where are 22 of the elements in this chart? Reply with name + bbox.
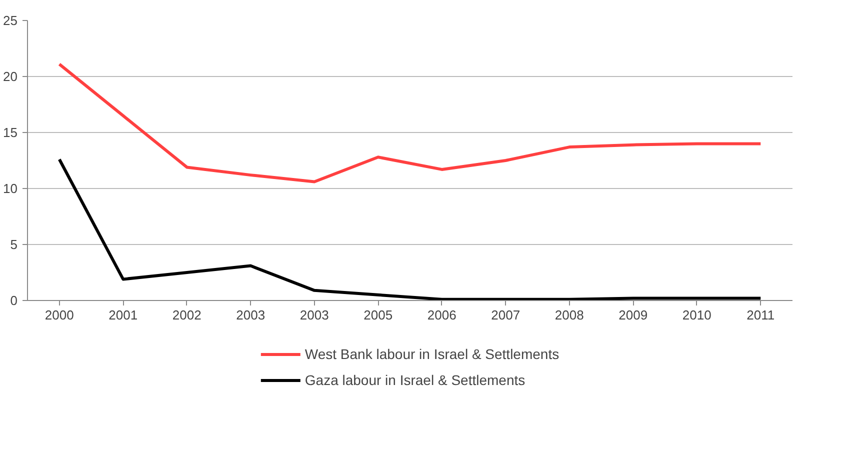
y-tick-label: 20 [3,69,18,84]
x-tick-label: 2007 [491,308,520,322]
line-series [58,158,762,300]
x-tick-label: 2011 [746,308,775,322]
y-tick-label: 15 [3,125,18,140]
y-tick-label: 0 [10,293,18,308]
x-tick-label: 2008 [554,308,584,322]
x-tick-label: 2010 [682,308,712,322]
x-tick-label: 2006 [427,308,456,322]
x-tick-label: 2003 [300,308,329,322]
y-tick-label: 10 [3,181,18,196]
line-series [58,62,762,184]
x-tick-label: 2003 [236,308,266,322]
y-tick-label: 25 [3,13,18,28]
y-tick-label: 5 [10,237,18,252]
x-tick-label: 2002 [172,308,202,322]
x-tick-label: 2001 [108,308,138,322]
legend-label: Gaza labour in Israel & Settlements [304,372,526,388]
legend-label: West Bank labour in Israel & Settlements [304,346,560,362]
x-tick-label: 2000 [44,308,74,322]
x-tick-label: 2009 [618,308,648,322]
x-tick-label: 2005 [364,308,393,322]
